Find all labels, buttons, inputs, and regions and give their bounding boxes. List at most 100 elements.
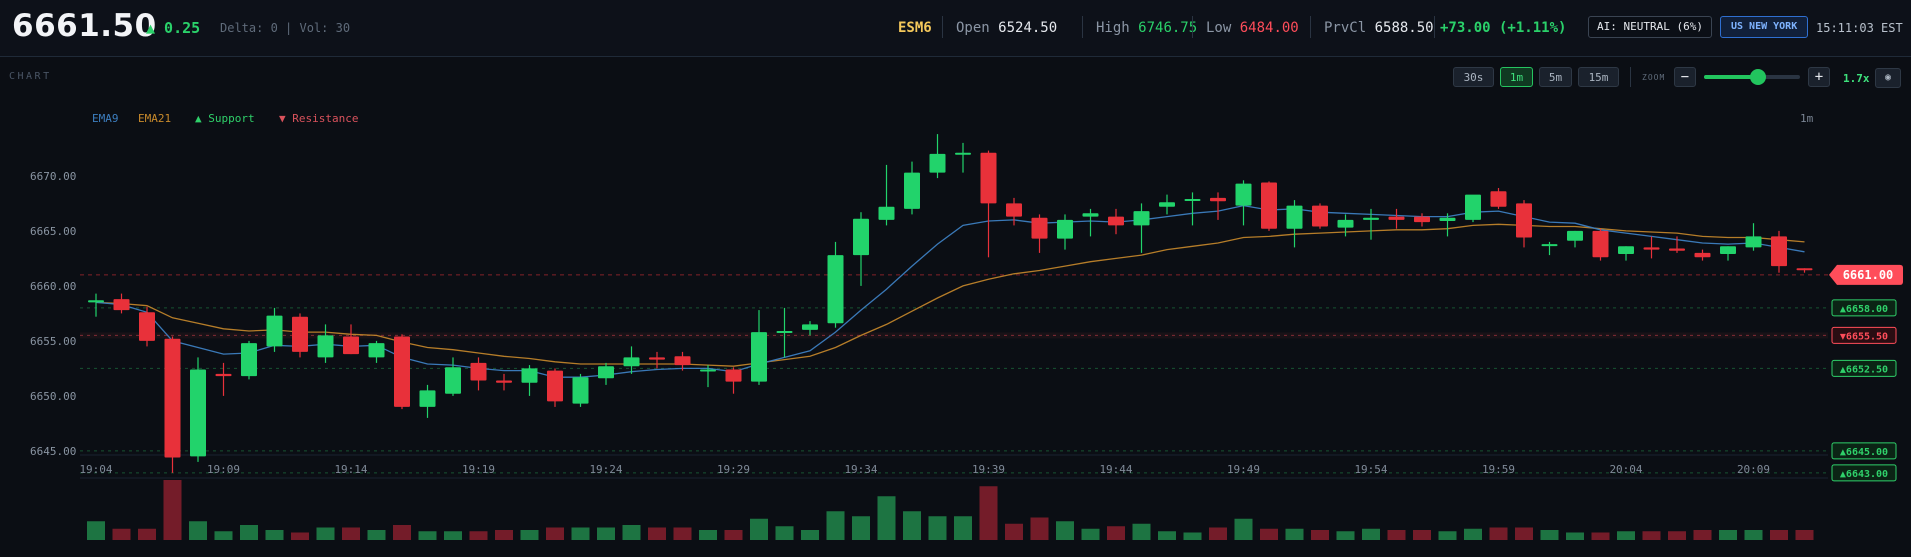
volume-bar — [775, 526, 794, 540]
y-tick-label: 6645.00 — [30, 445, 76, 458]
volume-bar — [1311, 530, 1329, 540]
candle-body — [343, 336, 359, 355]
volume-bar — [1413, 530, 1431, 540]
candle-body — [190, 369, 206, 457]
volume-bar — [826, 511, 845, 540]
support-level-badge — [1831, 359, 1897, 377]
symbol-label: ESM6 — [898, 20, 932, 36]
volume-bar — [1362, 528, 1380, 540]
support-level-label: ▲6652.50 — [1840, 364, 1888, 375]
volume-bar — [1081, 528, 1100, 540]
camera-icon[interactable]: ◉ — [1875, 68, 1901, 88]
candle-body — [1286, 205, 1303, 229]
candle-body — [1414, 216, 1430, 223]
candle-body — [776, 331, 793, 333]
candle-body — [266, 315, 283, 347]
prevclose-value: 6588.50 — [1374, 20, 1434, 36]
candle-body — [1363, 217, 1379, 220]
volume-bar — [724, 530, 743, 540]
volume-bar — [1005, 523, 1023, 540]
volume-bar — [622, 525, 641, 540]
support-level-badge — [1831, 442, 1897, 460]
candle-body — [419, 390, 436, 407]
volume-bar — [316, 527, 335, 540]
candle-body — [317, 335, 334, 358]
high-quote: High 6746.75 — [1096, 20, 1197, 36]
candle-body — [623, 357, 640, 367]
candle-body — [1745, 236, 1762, 248]
zoom-slider[interactable] — [1704, 69, 1800, 85]
volume-bar — [1540, 530, 1559, 540]
candle-body — [572, 377, 589, 404]
volume-bar — [418, 531, 437, 540]
low-label: Low — [1206, 20, 1232, 36]
volume-bar — [495, 530, 513, 540]
divider — [1082, 16, 1083, 38]
open-value: 6524.50 — [998, 20, 1058, 36]
divider — [942, 16, 943, 38]
volume-bar — [1770, 530, 1788, 540]
candle-body — [802, 324, 818, 330]
candle-body — [521, 368, 538, 383]
x-tick-label: 19:39 — [972, 463, 1005, 476]
low-quote: Low 6484.00 — [1206, 20, 1299, 36]
timeframe-30s-button[interactable]: 30s — [1453, 67, 1494, 87]
volume-bar — [520, 530, 539, 540]
candle-body — [1516, 203, 1532, 238]
volume-bar — [1719, 530, 1737, 540]
x-tick-label: 19:09 — [207, 463, 240, 476]
candle-body — [1643, 247, 1660, 250]
candle-body — [1057, 219, 1073, 239]
timeframe-1m-button[interactable]: 1m — [1500, 67, 1533, 87]
volume-bar — [1132, 523, 1151, 540]
candle-body — [292, 316, 308, 352]
divider — [1192, 16, 1193, 38]
x-tick-label: 19:54 — [1354, 463, 1387, 476]
delta-volume-text: Delta: 0 | Vol: 30 — [220, 21, 351, 35]
candle-body — [649, 357, 665, 360]
volume-bar — [1566, 532, 1584, 540]
volume-bar — [801, 530, 819, 540]
candlestick-chart[interactable]: 6670.00 6665.00 6660.00 6655.00 6650.00 6645.… — [0, 92, 1911, 557]
volume-bar — [673, 527, 692, 540]
day-change: +73.00 (+1.11%) — [1440, 20, 1567, 36]
candle-body — [1439, 217, 1456, 221]
volume-bar — [903, 511, 921, 540]
candle-body — [88, 300, 104, 303]
volume-bar — [546, 527, 564, 540]
candle-body — [470, 362, 487, 381]
volume-bar — [1107, 526, 1125, 540]
support-level-badge — [1831, 464, 1897, 482]
volume-bar — [877, 496, 896, 540]
candle-body — [1465, 194, 1481, 220]
candle-body — [1261, 182, 1277, 229]
x-tick-label: 20:09 — [1737, 463, 1770, 476]
timeframe-5m-button[interactable]: 5m — [1539, 67, 1572, 87]
legend-support: ▲ Support — [195, 112, 255, 125]
volume-bar — [342, 527, 360, 540]
ai-sentiment-badge: AI: NEUTRAL (6%) — [1588, 16, 1712, 38]
y-tick-label: 6670.00 — [30, 170, 76, 183]
y-tick-label: 6660.00 — [30, 280, 76, 293]
candle-body — [1388, 216, 1405, 220]
timeframe-15m-button[interactable]: 15m — [1578, 67, 1619, 87]
current-price-badge — [1829, 264, 1903, 285]
candle-body — [725, 369, 742, 382]
session-badge[interactable]: US NEW YORK — [1720, 16, 1809, 38]
price-change: ▲ 0.25 — [146, 19, 201, 37]
volume-bar — [87, 521, 105, 540]
zoom-slider-handle[interactable] — [1750, 69, 1766, 85]
candle-body — [1541, 244, 1558, 247]
open-label: Open — [956, 20, 990, 36]
zoom-in-button[interactable]: + — [1808, 67, 1830, 87]
volume-bar — [1464, 528, 1482, 540]
candle-body — [1567, 230, 1583, 241]
volume-bar — [1030, 517, 1049, 540]
zoom-value: 1.7x — [1843, 72, 1870, 85]
volume-bar — [189, 521, 207, 540]
volume-bar — [597, 527, 615, 540]
volume-bar — [1183, 532, 1202, 540]
volume-bar — [1744, 530, 1763, 540]
volume-bar — [1336, 531, 1355, 540]
zoom-out-button[interactable]: − — [1674, 67, 1696, 87]
